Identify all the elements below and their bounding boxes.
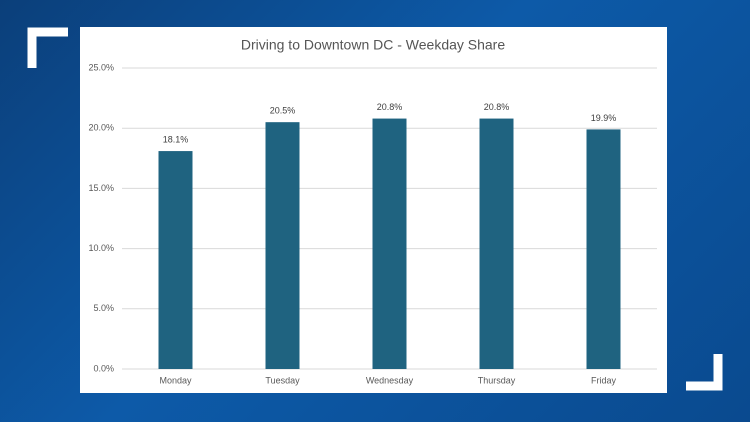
x-tick-label: Thursday — [478, 375, 516, 385]
decoration — [27, 27, 723, 391]
data-label: 20.8% — [377, 102, 403, 112]
bar — [372, 118, 407, 370]
y-tick-label: 25.0% — [88, 62, 114, 72]
bar — [265, 122, 300, 370]
data-label: 20.8% — [484, 102, 510, 112]
data-label: 18.1% — [163, 134, 189, 144]
bar — [158, 151, 193, 369]
data-label: 19.9% — [591, 113, 617, 123]
bar — [479, 118, 514, 370]
y-tick-label: 15.0% — [88, 183, 114, 193]
x-tick-label: Tuesday — [265, 375, 300, 385]
y-tick-label: 20.0% — [88, 123, 114, 133]
corner-bracket — [27, 27, 68, 68]
x-tick-label: Wednesday — [366, 375, 414, 385]
x-tick-label: Monday — [159, 375, 192, 385]
chart-title: Driving to Downtown DC - Weekday Share — [241, 37, 506, 53]
x-tick-label: Friday — [591, 375, 617, 385]
bar — [586, 129, 621, 369]
y-tick-label: 5.0% — [93, 303, 114, 313]
y-tick-label: 0.0% — [93, 363, 114, 373]
y-tick-label: 10.0% — [88, 243, 114, 253]
corner-bracket — [686, 354, 723, 391]
data-label: 20.5% — [270, 106, 296, 116]
